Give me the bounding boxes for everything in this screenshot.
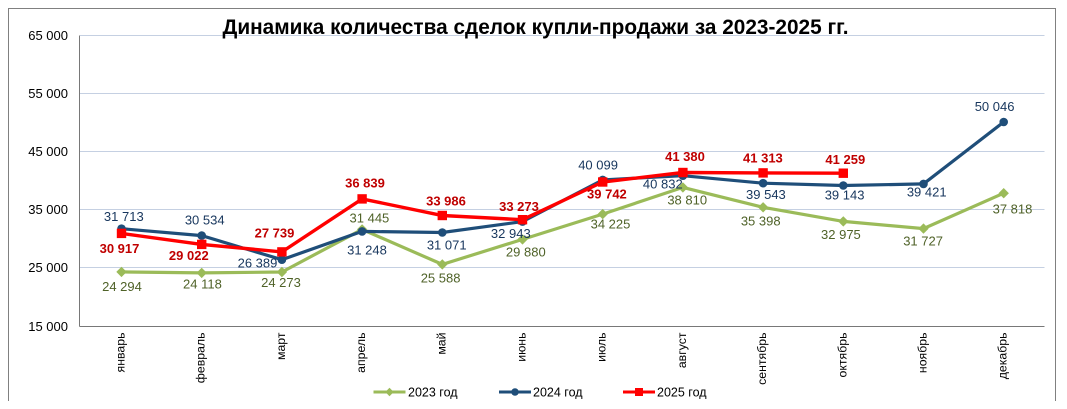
svg-text:39 143: 39 143 <box>825 188 865 203</box>
svg-text:май: май <box>434 332 448 354</box>
svg-text:32 975: 32 975 <box>821 227 861 242</box>
svg-text:26 389: 26 389 <box>238 256 278 271</box>
svg-text:август: август <box>675 332 689 368</box>
svg-text:2025 год: 2025 год <box>657 386 707 400</box>
svg-text:41 259: 41 259 <box>825 152 865 167</box>
svg-text:39 421: 39 421 <box>907 185 947 200</box>
svg-text:45 000: 45 000 <box>28 144 68 159</box>
svg-text:31 445: 31 445 <box>350 211 390 226</box>
svg-text:34 225: 34 225 <box>591 217 631 232</box>
svg-text:39 742: 39 742 <box>587 187 627 202</box>
svg-text:30 534: 30 534 <box>185 213 225 228</box>
svg-text:сентябрь: сентябрь <box>755 333 769 385</box>
svg-text:24 273: 24 273 <box>261 275 301 290</box>
svg-text:37 818: 37 818 <box>993 201 1033 216</box>
svg-text:31 713: 31 713 <box>104 209 144 224</box>
svg-text:июнь: июнь <box>515 333 529 362</box>
svg-text:июль: июль <box>595 333 609 362</box>
svg-text:38 810: 38 810 <box>667 193 707 208</box>
svg-text:29 022: 29 022 <box>169 248 209 263</box>
svg-text:41 380: 41 380 <box>665 149 705 164</box>
svg-text:апрель: апрель <box>354 333 368 373</box>
svg-text:31 071: 31 071 <box>427 238 467 253</box>
svg-text:32 943: 32 943 <box>491 226 531 241</box>
svg-text:декабрь: декабрь <box>996 332 1010 379</box>
svg-text:36 839: 36 839 <box>345 176 385 191</box>
svg-text:март: март <box>274 332 288 360</box>
svg-text:Динамика количества сделок куп: Динамика количества сделок купли-продажи… <box>223 16 849 39</box>
svg-text:30 917: 30 917 <box>100 241 140 256</box>
svg-text:65 000: 65 000 <box>28 28 68 43</box>
svg-text:27 739: 27 739 <box>255 226 295 241</box>
svg-text:55 000: 55 000 <box>28 86 68 101</box>
svg-text:33 986: 33 986 <box>426 194 466 209</box>
svg-text:ноябрь: ноябрь <box>916 333 930 374</box>
svg-text:39 543: 39 543 <box>746 187 786 202</box>
svg-text:50 046: 50 046 <box>975 99 1015 114</box>
svg-text:31 248: 31 248 <box>347 243 387 258</box>
svg-text:октябрь: октябрь <box>835 333 849 378</box>
svg-text:35 398: 35 398 <box>741 214 781 229</box>
svg-text:33 273: 33 273 <box>499 199 539 214</box>
svg-text:41 313: 41 313 <box>743 150 783 165</box>
svg-text:январь: январь <box>114 333 128 373</box>
svg-text:2024 год: 2024 год <box>533 386 583 400</box>
svg-text:февраль: февраль <box>194 333 208 384</box>
svg-text:2023 год: 2023 год <box>408 386 458 400</box>
svg-text:40 832: 40 832 <box>643 177 683 192</box>
svg-text:24 294: 24 294 <box>102 279 142 294</box>
svg-text:15 000: 15 000 <box>28 319 68 334</box>
svg-text:24 118: 24 118 <box>183 276 222 291</box>
svg-text:29 880: 29 880 <box>506 245 546 260</box>
svg-text:25 000: 25 000 <box>28 260 68 275</box>
svg-text:31 727: 31 727 <box>903 233 943 248</box>
svg-text:25 588: 25 588 <box>421 271 461 286</box>
svg-text:35 000: 35 000 <box>28 202 68 217</box>
svg-text:40 099: 40 099 <box>578 158 618 173</box>
